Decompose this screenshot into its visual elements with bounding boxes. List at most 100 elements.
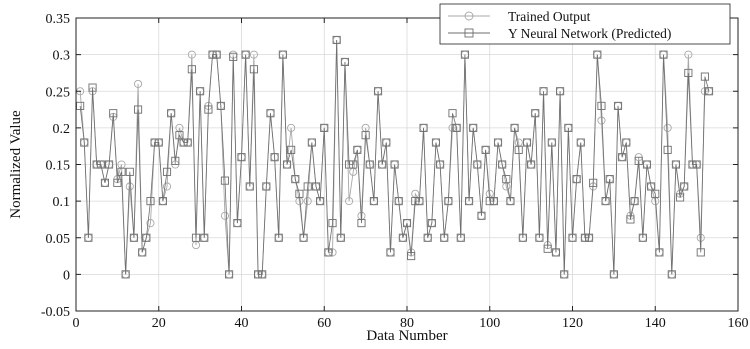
data-point-square — [531, 109, 540, 118]
data-point-square — [700, 72, 709, 81]
data-point-square — [187, 65, 196, 74]
x-tick-label: 80 — [400, 316, 414, 331]
data-point-square — [560, 270, 569, 279]
data-point-square — [436, 160, 445, 169]
data-point-square — [576, 138, 585, 147]
data-point-square — [415, 197, 424, 206]
data-point-square — [704, 87, 714, 96]
data-point-square — [522, 138, 532, 147]
data-point-square — [142, 233, 151, 242]
data-point-square — [373, 87, 383, 96]
data-point-square — [506, 197, 515, 206]
data-point-square — [208, 50, 217, 59]
y-tick-label: 0.1 — [53, 195, 71, 210]
data-point-square — [394, 197, 403, 206]
data-point-square — [158, 197, 167, 206]
data-point-square — [253, 270, 263, 279]
data-point-square — [332, 35, 341, 45]
data-point-circle — [448, 123, 457, 132]
data-point-square — [233, 219, 242, 228]
data-point-square — [270, 153, 279, 162]
data-point-square — [465, 197, 474, 206]
data-point-circle — [220, 211, 229, 220]
legend-marker-square — [464, 28, 474, 38]
data-point-square — [514, 145, 523, 154]
data-point-square — [282, 160, 292, 169]
data-point-square — [551, 248, 560, 257]
data-point-square — [444, 197, 453, 206]
data-point-square — [671, 160, 680, 169]
data-point-square — [398, 233, 407, 242]
x-tick-label: 0 — [73, 316, 80, 331]
x-axis-label: Data Number — [366, 328, 447, 344]
data-point-square — [117, 167, 126, 176]
data-point-square — [216, 101, 225, 110]
data-point-square — [539, 87, 548, 96]
data-point-square — [663, 145, 672, 154]
data-point-square — [564, 123, 573, 132]
data-point-square — [440, 233, 449, 242]
x-tick-label: 120 — [562, 316, 583, 331]
data-point-square — [692, 160, 701, 169]
legend: Trained Output Y Neural Network (Predict… — [439, 3, 731, 45]
data-point-square — [167, 109, 176, 118]
data-point-square — [680, 182, 689, 191]
data-point-square — [76, 101, 85, 110]
data-point-square — [179, 138, 188, 147]
data-point-square — [452, 123, 461, 132]
data-point-square — [427, 219, 436, 228]
data-point-square — [345, 160, 354, 169]
data-point-square — [489, 197, 498, 206]
y-tick-label: 0 — [63, 268, 70, 283]
data-point-square — [469, 123, 478, 132]
data-point-square — [407, 252, 416, 261]
data-point-square — [676, 193, 685, 202]
data-point-square — [601, 197, 610, 206]
data-point-circle — [125, 182, 134, 191]
data-point-circle — [146, 219, 155, 228]
legend-label-trained-output: Trained Output — [508, 9, 591, 24]
data-point-square — [200, 233, 209, 242]
data-point-square — [580, 233, 589, 242]
x-tick-label: 40 — [235, 316, 249, 331]
data-point-square — [171, 156, 180, 165]
data-point-square — [411, 197, 420, 206]
data-point-square — [460, 50, 469, 59]
data-point-circle — [328, 248, 337, 257]
data-point-square — [448, 109, 457, 118]
data-point-circle — [684, 50, 693, 59]
data-point-square — [609, 270, 618, 279]
x-tick-label: 20 — [152, 316, 166, 331]
data-point-square — [597, 101, 606, 110]
data-point-square — [241, 50, 250, 59]
data-point-square — [303, 182, 312, 191]
data-point-square — [518, 233, 527, 242]
y-tick-label: 0.25 — [46, 85, 71, 100]
data-point-square — [129, 233, 138, 242]
data-point-square — [651, 189, 660, 198]
data-point-square — [109, 109, 118, 118]
data-point-square — [431, 138, 441, 147]
data-point-square — [340, 57, 349, 66]
data-point-square — [535, 233, 544, 242]
data-point-square — [328, 219, 337, 228]
data-point-square — [626, 215, 635, 224]
data-point-square — [423, 233, 432, 242]
data-point-square — [96, 160, 105, 169]
data-point-square — [485, 197, 494, 206]
data-point-square — [183, 138, 192, 147]
data-point-circle — [187, 50, 196, 59]
data-point-square — [605, 175, 614, 184]
data-point-circle — [249, 50, 258, 59]
data-point-square — [80, 138, 89, 147]
data-point-square — [324, 248, 333, 257]
data-point-circle — [303, 197, 312, 206]
data-point-square — [390, 160, 399, 169]
data-point-square — [547, 138, 556, 147]
data-point-square — [369, 197, 378, 206]
y-tick-label: 0.3 — [53, 49, 71, 64]
series-predicted — [76, 35, 714, 279]
legend-box — [439, 3, 731, 45]
y-tick-label: 0.15 — [46, 159, 71, 174]
data-point-square — [349, 160, 358, 169]
